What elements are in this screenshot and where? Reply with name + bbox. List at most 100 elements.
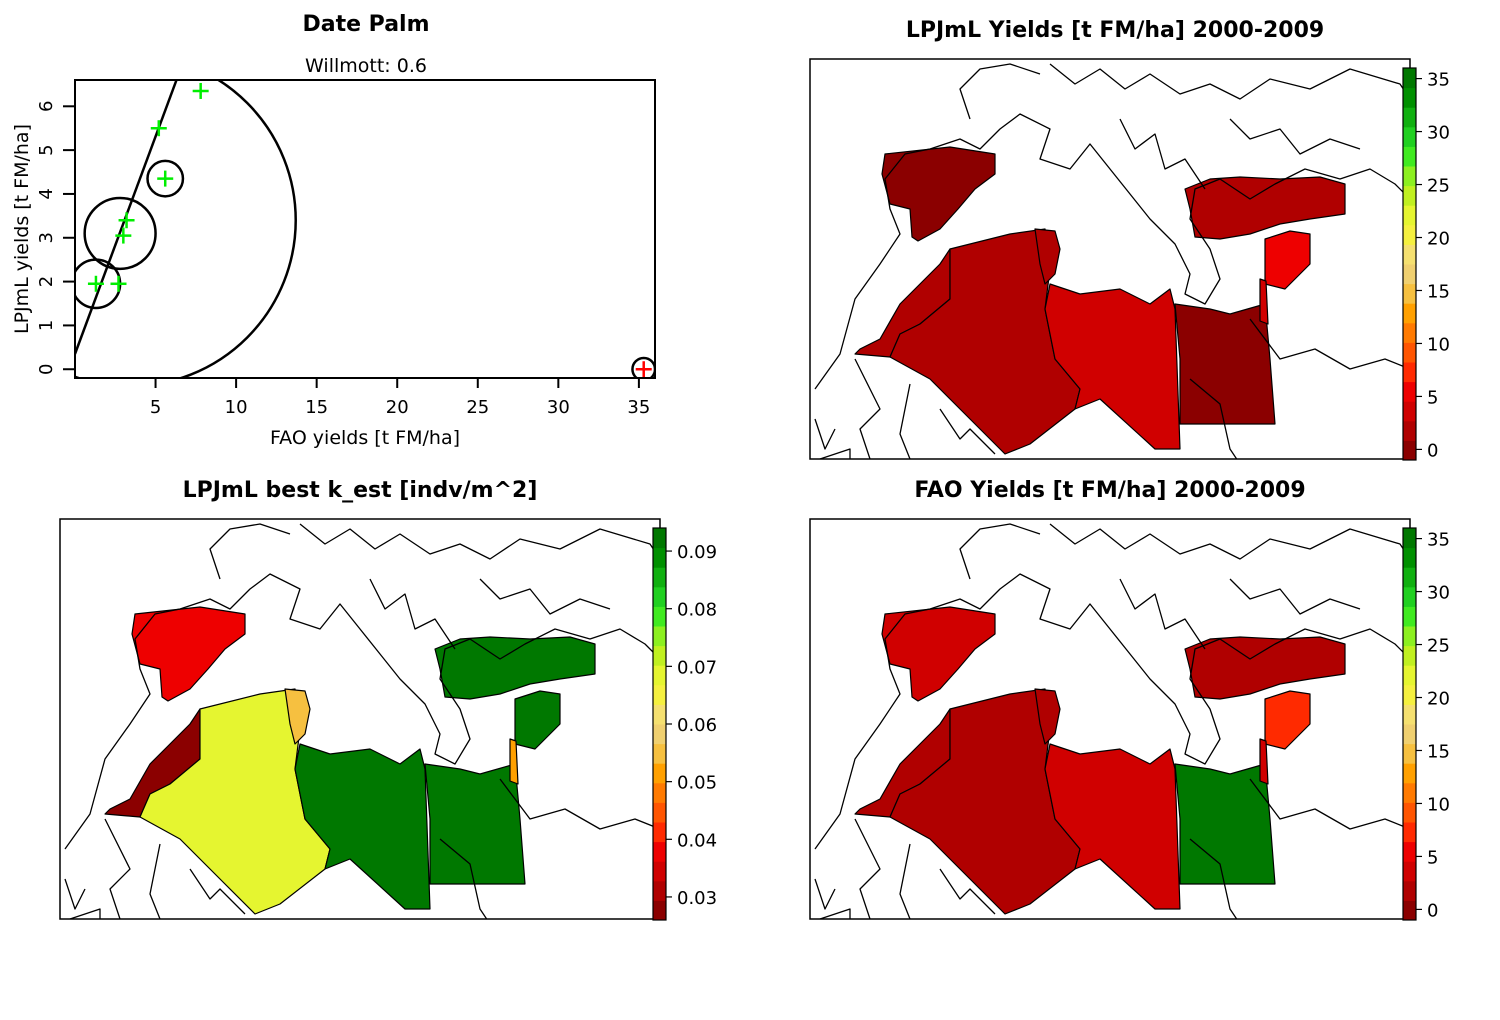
map-lpjml-country-syria bbox=[1264, 230, 1311, 290]
scatter-plot-area bbox=[75, 80, 655, 378]
map-kest-legend-swatch-0 bbox=[653, 900, 666, 921]
x-tick-label-1: 10 bbox=[225, 397, 248, 418]
map-kest-legend-swatch-1 bbox=[653, 880, 666, 901]
map-lpjml-legend-swatch-5 bbox=[1403, 342, 1416, 363]
scatter-circle-1 bbox=[83, 196, 157, 271]
map-lpjml-legend-swatch-4 bbox=[1403, 362, 1416, 383]
map-lpjml-legend-swatch-12 bbox=[1403, 205, 1416, 226]
map-kest-area bbox=[64, 523, 660, 919]
x-tick-label-5: 30 bbox=[547, 397, 570, 418]
y-tick-label-2: 2 bbox=[36, 276, 57, 287]
map-lpjml-country-tunisia bbox=[1034, 228, 1061, 285]
map-fao-legend-swatch-8 bbox=[1403, 743, 1416, 764]
map-kest-legend-swatch-4 bbox=[653, 822, 666, 843]
map-lpjml-legend-swatch-16 bbox=[1403, 126, 1416, 147]
map-lpjml-legend-label-2: 10 bbox=[1427, 334, 1450, 355]
map-fao-country-turkey bbox=[1184, 636, 1346, 700]
map-fao-legend-swatch-16 bbox=[1403, 586, 1416, 607]
scatter-point-7 bbox=[635, 361, 652, 378]
y-tick-label-6: 6 bbox=[36, 101, 57, 112]
map-fao-country-syria bbox=[1264, 690, 1311, 750]
map-lpjml-legend-label-5: 25 bbox=[1427, 176, 1450, 197]
scatter-circle-4 bbox=[631, 356, 655, 378]
map-kest-country-egypt bbox=[424, 763, 526, 885]
map-lpjml-country-israel bbox=[1259, 278, 1269, 325]
x-tick-label-4: 25 bbox=[466, 397, 489, 418]
map-fao-country-egypt bbox=[1174, 763, 1276, 885]
map-lpjml-legend-swatch-9 bbox=[1403, 264, 1416, 285]
map-lpjml-legend-label-3: 15 bbox=[1427, 281, 1450, 302]
map-fao-country-tunisia bbox=[1034, 688, 1061, 745]
map-fao: 0 5 10 15 20 25 30 35 bbox=[809, 518, 1450, 921]
map-fao-legend-swatch-10 bbox=[1403, 704, 1416, 725]
map-kest-legend-swatch-3 bbox=[653, 841, 666, 862]
map-kest-legend-swatch-6 bbox=[653, 782, 666, 803]
map-lpjml-legend-swatch-18 bbox=[1403, 87, 1416, 108]
map-kest-legend-swatch-19 bbox=[653, 528, 666, 549]
map-fao-legend-label-3: 15 bbox=[1427, 741, 1450, 762]
map-kest-legend-label-2: 0.05 bbox=[677, 773, 717, 794]
map-lpjml-legend-label-1: 5 bbox=[1427, 387, 1438, 408]
y-tick-label-3: 3 bbox=[36, 232, 57, 243]
scatter-point-0 bbox=[87, 275, 104, 292]
scatter-circle-3 bbox=[146, 159, 185, 198]
map-kest-title: LPJmL best k_est [indv/m^2] bbox=[182, 478, 538, 503]
map-fao-title: FAO Yields [t FM/ha] 2000-2009 bbox=[914, 478, 1306, 503]
map-kest-legend-label-0: 0.03 bbox=[677, 888, 717, 909]
map-fao-legend-swatch-18 bbox=[1403, 547, 1416, 568]
map-fao-country-libya bbox=[1044, 743, 1181, 910]
map-lpjml-legend-frame bbox=[1402, 67, 1417, 461]
map-kest-legend-swatch-10 bbox=[653, 704, 666, 725]
map-lpjml-legend-swatch-17 bbox=[1403, 107, 1416, 128]
map-kest-legend-swatch-5 bbox=[653, 802, 666, 823]
map-fao-legend-label-7: 35 bbox=[1427, 530, 1450, 551]
map-lpjml-legend-swatch-3 bbox=[1403, 381, 1416, 402]
map-kest-legend-swatch-11 bbox=[653, 684, 666, 705]
map-fao-legend-swatch-7 bbox=[1403, 763, 1416, 784]
map-kest-legend-label-4: 0.07 bbox=[677, 657, 717, 678]
map-lpjml-country-libya bbox=[1044, 283, 1181, 450]
map-lpjml-legend-label-7: 35 bbox=[1427, 70, 1450, 91]
map-lpjml-legend-swatch-14 bbox=[1403, 166, 1416, 187]
map-lpjml-legend-swatch-13 bbox=[1403, 185, 1416, 206]
scatter-point-4 bbox=[157, 170, 174, 187]
map-fao-legend-frame bbox=[1402, 527, 1417, 921]
scatter-point-2 bbox=[115, 227, 132, 244]
map-fao-legend-swatch-11 bbox=[1403, 684, 1416, 705]
map-lpjml-legend-label-0: 0 bbox=[1427, 440, 1438, 461]
map-fao-legend-swatch-1 bbox=[1403, 880, 1416, 901]
map-lpjml-legend-swatch-19 bbox=[1403, 68, 1416, 89]
map-lpjml-legend-swatch-0 bbox=[1403, 440, 1416, 461]
x-tick-label-2: 15 bbox=[305, 397, 328, 418]
map-fao-legend-swatch-19 bbox=[1403, 528, 1416, 549]
map-fao-legend-label-2: 10 bbox=[1427, 794, 1450, 815]
map-lpjml-legend-swatch-6 bbox=[1403, 322, 1416, 343]
map-fao-country-spain bbox=[881, 606, 996, 702]
map-fao-legend-swatch-9 bbox=[1403, 724, 1416, 745]
map-lpjml-legend-swatch-1 bbox=[1403, 420, 1416, 441]
x-tick-label-6: 35 bbox=[627, 397, 650, 418]
map-fao-legend-label-0: 0 bbox=[1427, 900, 1438, 921]
map-fao-legend-swatch-17 bbox=[1403, 567, 1416, 588]
map-lpjml-legend: 0 5 10 15 20 25 30 35 bbox=[1402, 67, 1450, 461]
map-kest-legend-swatch-12 bbox=[653, 665, 666, 686]
map-lpjml-legend-swatch-8 bbox=[1403, 283, 1416, 304]
map-fao-legend-label-5: 25 bbox=[1427, 636, 1450, 657]
map-lpjml-legend-swatch-2 bbox=[1403, 401, 1416, 422]
map-lpjml-legend-swatch-7 bbox=[1403, 303, 1416, 324]
map-kest-legend-swatch-18 bbox=[653, 547, 666, 568]
map-kest-legend-swatch-8 bbox=[653, 743, 666, 764]
y-tick-label-0: 0 bbox=[36, 364, 57, 375]
map-lpjml-legend-swatch-10 bbox=[1403, 244, 1416, 265]
map-fao-countries bbox=[854, 606, 1346, 915]
scatter-frame bbox=[74, 79, 656, 379]
y-tick-label-4: 4 bbox=[36, 188, 57, 199]
map-fao-legend-swatch-3 bbox=[1403, 841, 1416, 862]
map-kest-legend-swatch-13 bbox=[653, 645, 666, 666]
map-fao-country-israel bbox=[1259, 738, 1269, 785]
map-lpjml-country-spain bbox=[881, 146, 996, 242]
map-kest-legend: 0.03 0.04 0.05 0.06 0.07 0.08 0.09 bbox=[652, 527, 717, 921]
map-fao-legend-swatch-13 bbox=[1403, 645, 1416, 666]
map-kest-legend-swatch-7 bbox=[653, 763, 666, 784]
map-kest-country-spain bbox=[131, 606, 246, 702]
